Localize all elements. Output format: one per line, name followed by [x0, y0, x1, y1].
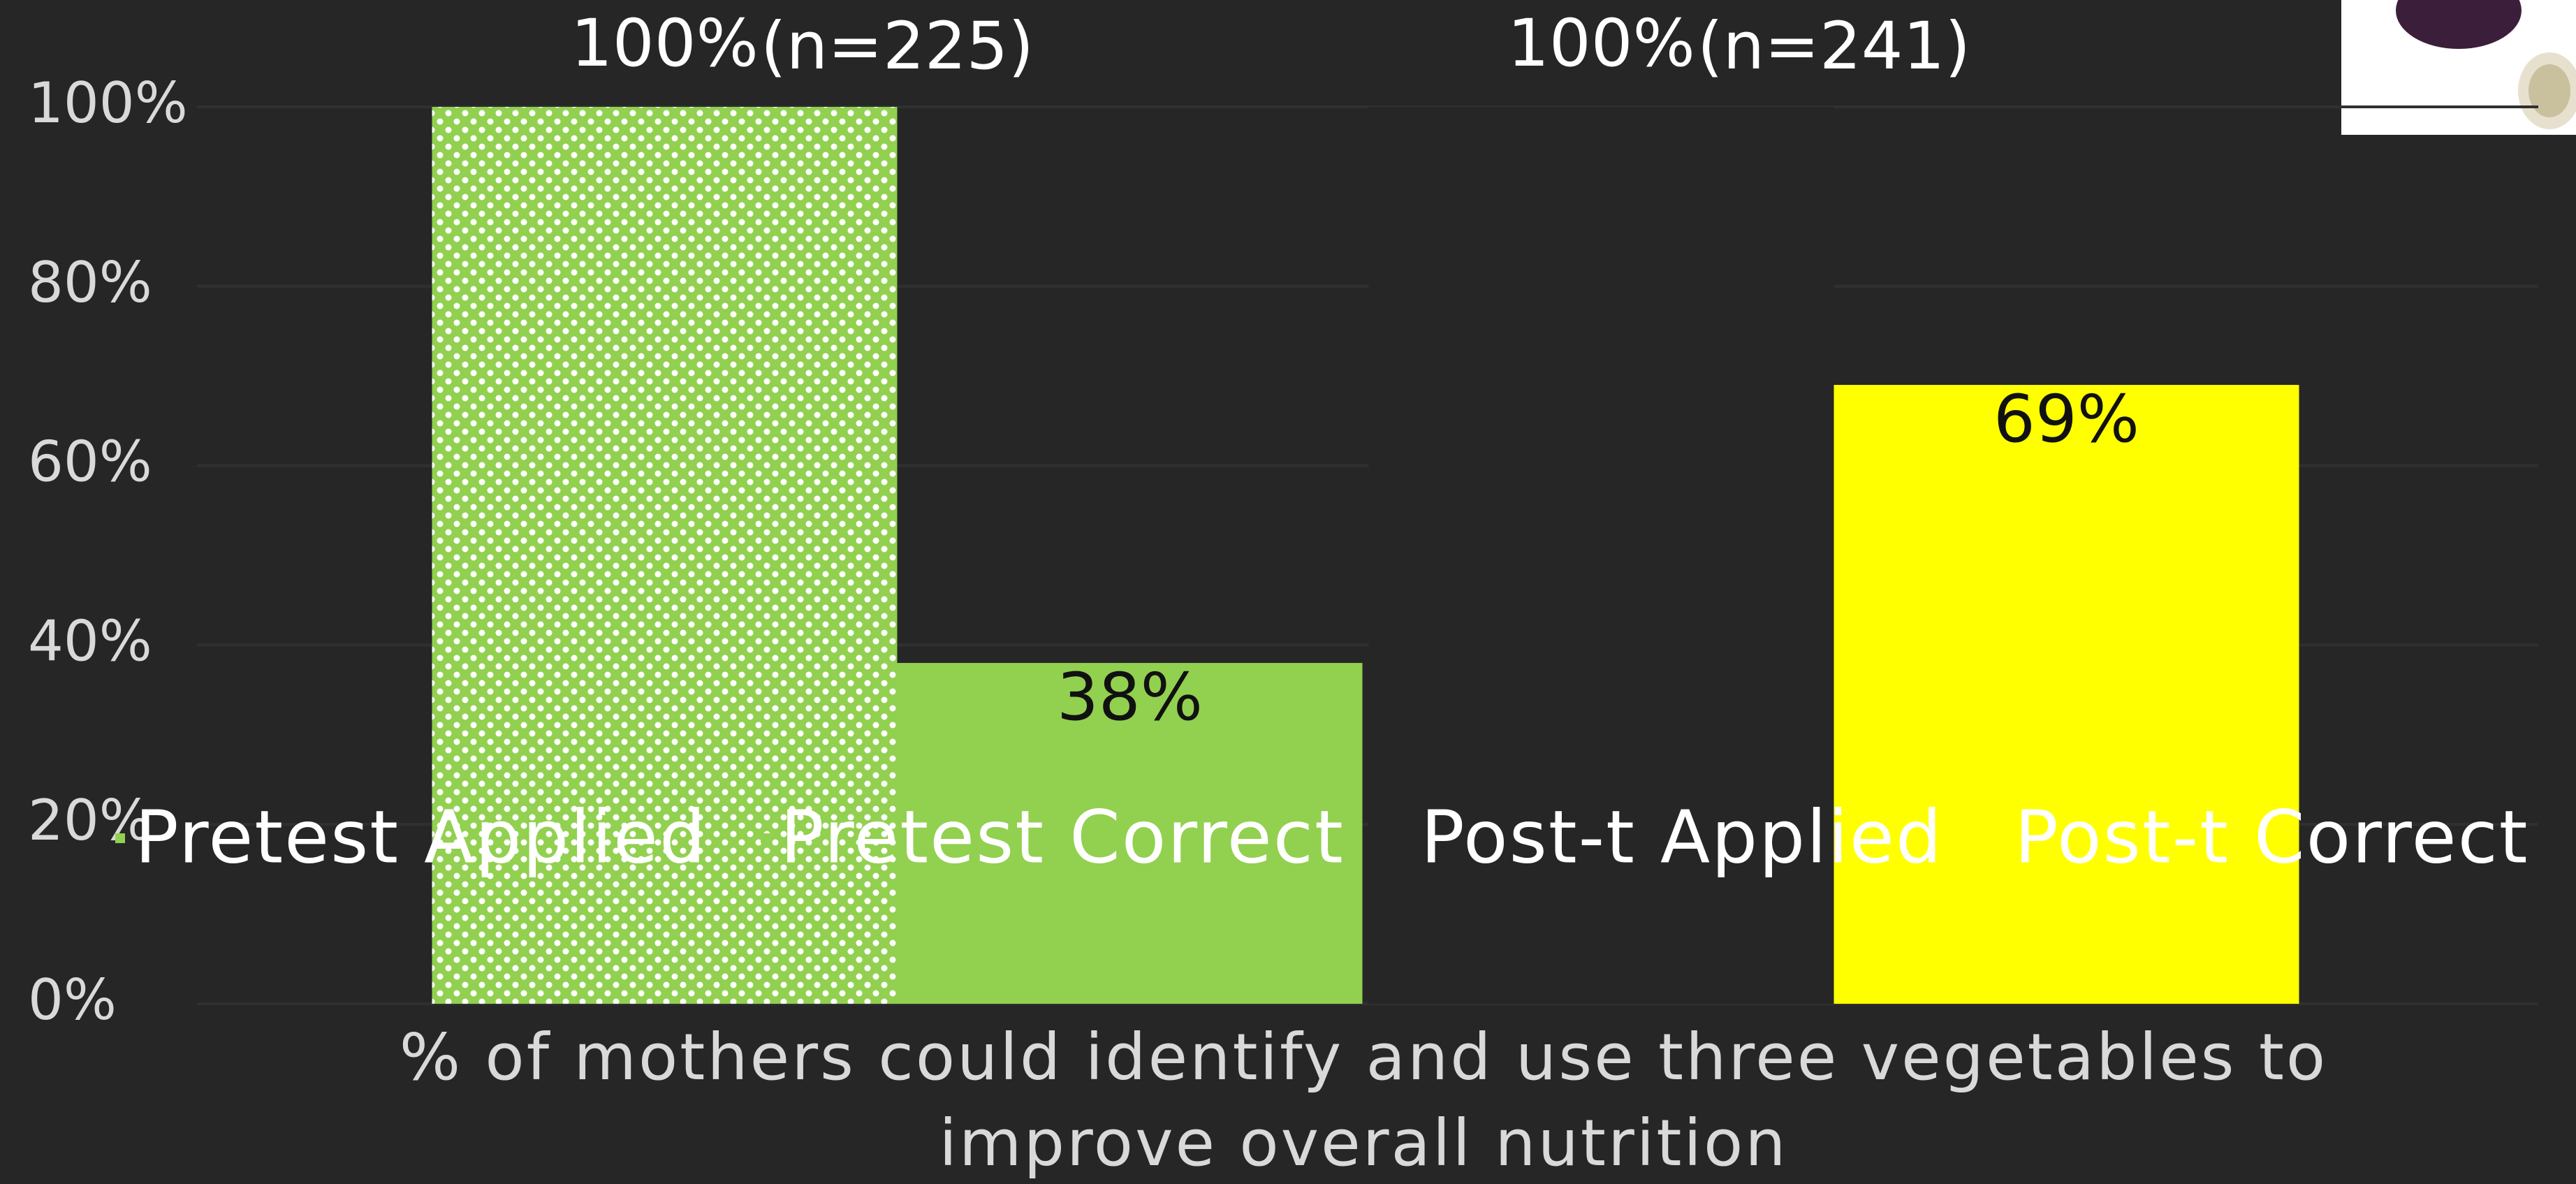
legend-label: Post-t Correct — [2014, 794, 2529, 879]
annotation: (n=225) — [761, 8, 1034, 85]
x-axis-title: % of mothers could identify and use thre… — [399, 1020, 2328, 1181]
bar — [1368, 107, 1834, 1004]
legend-marker — [761, 833, 770, 843]
annotation: (n=241) — [1697, 8, 1970, 85]
legend-marker — [1995, 833, 2005, 843]
legend-label: Pretest Applied — [135, 794, 707, 879]
legend-marker — [115, 833, 125, 843]
y-tick-label: 20% — [28, 788, 152, 853]
y-tick-label: 60% — [28, 430, 152, 495]
legend-label: Post-t Applied — [1421, 794, 1943, 879]
y-tick-label: 80% — [28, 250, 152, 315]
legend-marker — [1401, 833, 1411, 843]
data-label: 100% — [1507, 6, 1695, 82]
data-label: 69% — [1993, 381, 2139, 458]
bar — [897, 663, 1363, 1004]
data-label: 38% — [1057, 659, 1203, 736]
y-tick-label: 100% — [28, 71, 188, 136]
bar — [1834, 385, 2299, 1004]
y-tick-label: 0% — [28, 967, 117, 1032]
data-label: 100% — [571, 6, 759, 82]
bar — [432, 107, 898, 1004]
decorative-photo — [2341, 0, 2576, 135]
y-tick-label: 40% — [28, 608, 152, 673]
legend-label: Pretest Correct — [780, 794, 1345, 879]
